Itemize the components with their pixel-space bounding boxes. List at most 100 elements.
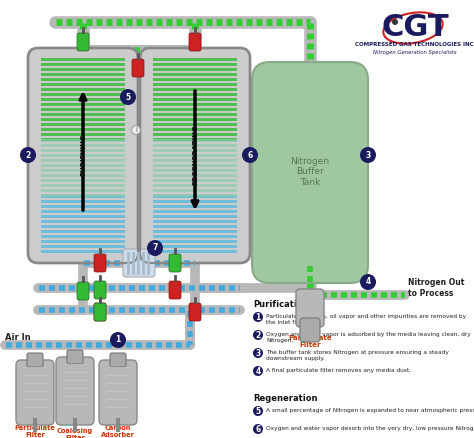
Bar bbox=[153, 73, 237, 76]
Bar bbox=[153, 169, 237, 172]
Text: 3: 3 bbox=[255, 349, 261, 357]
Bar bbox=[153, 78, 237, 81]
Bar bbox=[153, 103, 237, 106]
Bar bbox=[41, 68, 125, 71]
Bar bbox=[153, 184, 237, 187]
Bar bbox=[41, 240, 125, 243]
Text: Air In: Air In bbox=[5, 333, 31, 342]
Bar bbox=[41, 230, 125, 233]
Bar bbox=[41, 169, 125, 172]
FancyBboxPatch shape bbox=[77, 33, 89, 51]
Bar bbox=[153, 215, 237, 218]
FancyBboxPatch shape bbox=[300, 318, 320, 342]
FancyBboxPatch shape bbox=[94, 303, 106, 321]
FancyBboxPatch shape bbox=[140, 48, 250, 263]
Text: 5: 5 bbox=[126, 92, 130, 102]
Bar bbox=[41, 88, 125, 91]
Bar bbox=[153, 205, 237, 208]
Bar bbox=[41, 93, 125, 96]
FancyBboxPatch shape bbox=[123, 249, 155, 277]
Bar bbox=[41, 200, 125, 203]
Bar bbox=[41, 235, 125, 238]
Bar bbox=[41, 113, 125, 116]
Bar bbox=[153, 63, 237, 66]
Bar bbox=[153, 149, 237, 152]
Bar bbox=[41, 118, 125, 121]
FancyBboxPatch shape bbox=[296, 289, 324, 327]
Text: COMPRESSED GAS TECHNOLOGIES INC.: COMPRESSED GAS TECHNOLOGIES INC. bbox=[355, 42, 474, 47]
Text: REGENERATING: REGENERATING bbox=[192, 125, 198, 185]
Text: Nitrogen Generation Specialists: Nitrogen Generation Specialists bbox=[373, 50, 457, 55]
Text: CGT: CGT bbox=[381, 14, 449, 42]
Circle shape bbox=[253, 406, 263, 416]
Bar bbox=[41, 139, 125, 142]
FancyBboxPatch shape bbox=[27, 353, 43, 367]
Bar bbox=[153, 194, 237, 197]
Circle shape bbox=[120, 89, 136, 105]
Text: Nitrogen
Buffer
Tank: Nitrogen Buffer Tank bbox=[291, 157, 329, 187]
Bar bbox=[153, 83, 237, 86]
Bar bbox=[153, 220, 237, 223]
Text: Oxygen and water vapor is adsorbed by the media leaving clean, dry Nitrogen.: Oxygen and water vapor is adsorbed by th… bbox=[266, 332, 471, 343]
Bar bbox=[41, 123, 125, 126]
Text: 6: 6 bbox=[247, 151, 253, 159]
Bar bbox=[153, 189, 237, 192]
Text: 2: 2 bbox=[255, 331, 261, 339]
Bar bbox=[41, 144, 125, 147]
Bar bbox=[153, 133, 237, 136]
Bar bbox=[41, 103, 125, 106]
Text: 4: 4 bbox=[255, 367, 261, 375]
Bar bbox=[153, 250, 237, 253]
FancyBboxPatch shape bbox=[16, 360, 54, 425]
Bar bbox=[41, 159, 125, 162]
Bar bbox=[153, 179, 237, 182]
Bar bbox=[41, 108, 125, 111]
Bar bbox=[153, 118, 237, 121]
Circle shape bbox=[242, 147, 258, 163]
FancyBboxPatch shape bbox=[99, 360, 137, 425]
Bar bbox=[153, 210, 237, 213]
Circle shape bbox=[253, 330, 263, 340]
Circle shape bbox=[253, 424, 263, 434]
Text: Particulate
Filter: Particulate Filter bbox=[288, 335, 332, 348]
Bar bbox=[41, 149, 125, 152]
Bar bbox=[41, 58, 125, 61]
FancyBboxPatch shape bbox=[189, 303, 201, 321]
Bar bbox=[153, 98, 237, 101]
FancyBboxPatch shape bbox=[94, 281, 106, 299]
Bar bbox=[153, 174, 237, 177]
FancyBboxPatch shape bbox=[169, 281, 181, 299]
Bar bbox=[153, 58, 237, 61]
Bar bbox=[41, 245, 125, 248]
Circle shape bbox=[20, 147, 36, 163]
FancyBboxPatch shape bbox=[67, 350, 83, 364]
Bar bbox=[153, 195, 237, 198]
Text: 4: 4 bbox=[365, 278, 371, 286]
Bar bbox=[41, 164, 125, 167]
Bar bbox=[153, 113, 237, 116]
Text: 1: 1 bbox=[115, 336, 120, 345]
Text: Purification: Purification bbox=[253, 300, 309, 309]
Bar bbox=[41, 73, 125, 76]
Bar bbox=[41, 225, 125, 228]
Bar bbox=[41, 194, 125, 197]
Circle shape bbox=[110, 332, 126, 348]
FancyBboxPatch shape bbox=[169, 254, 181, 272]
FancyBboxPatch shape bbox=[189, 33, 201, 51]
Bar bbox=[153, 225, 237, 228]
Text: 1: 1 bbox=[255, 312, 261, 321]
Circle shape bbox=[360, 147, 376, 163]
Text: Nitrogen Out
to Process: Nitrogen Out to Process bbox=[408, 278, 465, 298]
Circle shape bbox=[253, 366, 263, 376]
Text: The buffer tank stores Nitrogen at pressure ensuring a steady downstream supply.: The buffer tank stores Nitrogen at press… bbox=[266, 350, 449, 361]
Bar bbox=[41, 138, 125, 141]
Bar bbox=[41, 78, 125, 81]
Bar bbox=[41, 128, 125, 131]
Bar bbox=[153, 245, 237, 248]
Bar bbox=[41, 205, 125, 208]
Circle shape bbox=[360, 274, 376, 290]
Bar bbox=[153, 123, 237, 126]
Bar bbox=[153, 139, 237, 142]
Circle shape bbox=[392, 19, 398, 25]
FancyBboxPatch shape bbox=[77, 282, 89, 300]
